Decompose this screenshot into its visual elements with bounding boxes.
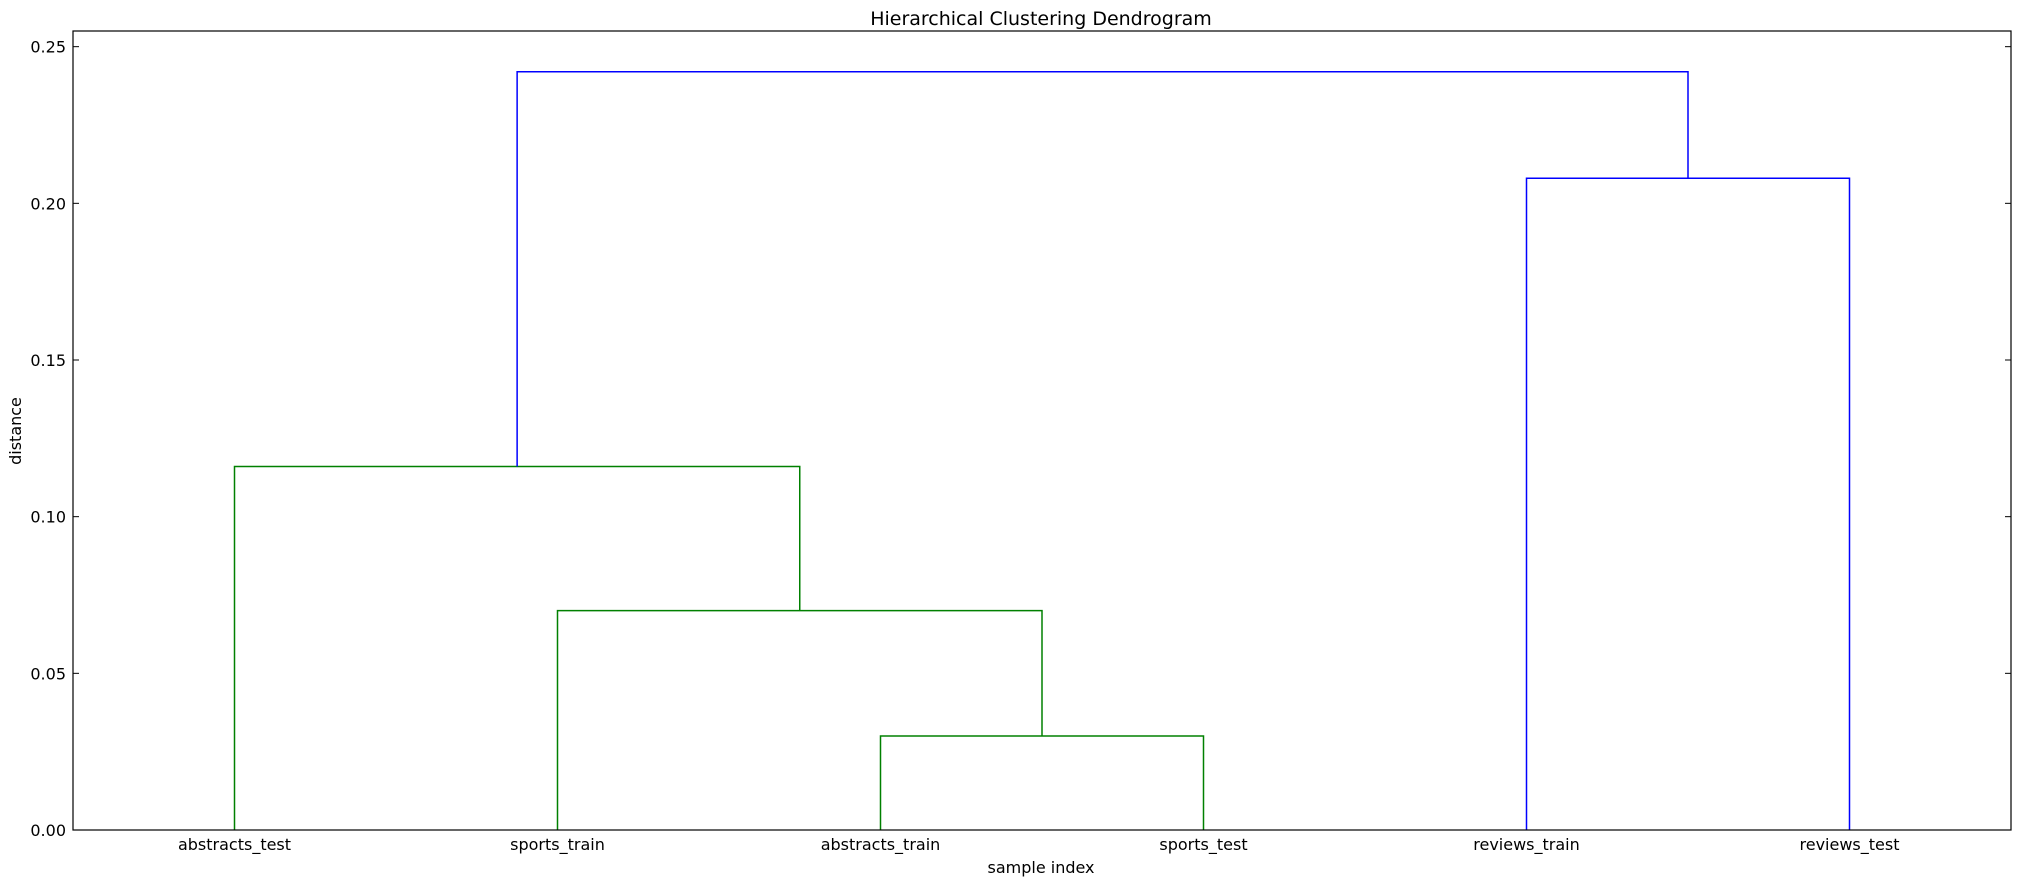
chart-title: Hierarchical Clustering Dendrogram [870, 8, 1212, 30]
dendrogram-link-1 [556, 609, 1043, 830]
x-tick-label-leaf: sports_train [510, 835, 605, 855]
x-tick-label-leaf: sports_test [1159, 835, 1247, 855]
x-tick-label-leaf: abstracts_test [178, 835, 291, 855]
y-tick-label: 0.00 [30, 821, 66, 840]
dendrogram-link-4 [516, 70, 1689, 467]
y-tick-label: 0.20 [30, 194, 66, 213]
y-tick-label: 0.10 [30, 508, 66, 527]
y-tick-label: 0.25 [30, 38, 66, 57]
axis-ticks: 0.00 0.05 0.10 0.15 0.20 0.25 abstracts_test sp… [30, 38, 2011, 855]
x-tick-label-leaf: reviews_train [1473, 835, 1580, 855]
x-tick-label-leaf: abstracts_train [821, 835, 941, 855]
y-tick-label: 0.05 [30, 664, 66, 683]
x-axis-label: sample index [987, 858, 1094, 877]
dendrogram-link-3 [1525, 177, 1851, 830]
x-tick-label-leaf: reviews_test [1800, 835, 1900, 855]
dendrogram-links [233, 70, 1851, 830]
plot-frame [72, 30, 2012, 831]
y-axis-label: distance [6, 397, 25, 465]
y-tick-label: 0.15 [30, 351, 66, 370]
